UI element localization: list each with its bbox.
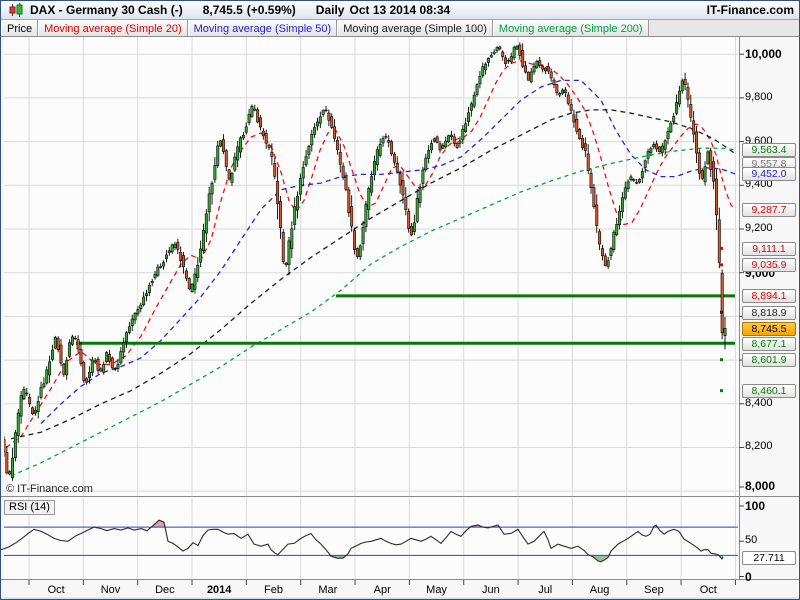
current-price-badge: 8,745.5: [742, 321, 796, 336]
time-axis-label: 2014: [206, 584, 232, 596]
rsi-axis-label: 0: [745, 569, 752, 584]
main-plot-bg: [4, 37, 738, 496]
price-level-badge: 9,287.7: [742, 203, 796, 218]
legend-item-price[interactable]: Price: [1, 20, 39, 36]
price-level-badge: 8,818.9: [742, 305, 796, 320]
time-axis-label: Oct: [699, 584, 717, 596]
time-axis-label: Jun: [482, 584, 500, 596]
price-level-badge: 8,894.1: [742, 289, 796, 304]
price-axis-label: 10,000: [745, 47, 782, 62]
price-level-badge: 8,677.1: [742, 336, 796, 351]
time-axis-label: Oct: [47, 584, 65, 596]
price-level-badge: 9,035.9: [742, 258, 796, 273]
price-axis-label: 9,400: [745, 178, 773, 191]
copyright-text: © IT-Finance.com: [6, 483, 93, 495]
brand-logo[interactable]: IT-Finance.com: [706, 3, 794, 17]
price-axis-label: 8,200: [745, 440, 773, 453]
price-level-badge: 9,111.1: [742, 241, 796, 256]
rsi-axis-label: 50: [745, 534, 758, 547]
ma-line-sma200: [10, 147, 736, 477]
datetime-label: Oct 13 2014 08:34: [349, 3, 451, 17]
rsi-layer: [1, 519, 738, 563]
moving-averages: [5, 60, 736, 477]
support-lines: [76, 294, 735, 345]
price-level-badge: 9,563.4: [742, 143, 796, 158]
time-axis-label: Sep: [644, 584, 664, 596]
rsi-line: [1, 519, 724, 563]
ma-line-sma100: [10, 109, 736, 440]
ma-line-sma20: [5, 60, 736, 449]
price-axis-label: 9,800: [745, 90, 773, 103]
legend-item-sma50[interactable]: Moving average (Simple 50): [187, 20, 338, 36]
last-price: 8,745.5: [202, 3, 243, 17]
rsi-axis-label: 100: [745, 499, 766, 513]
time-axis-label: Jul: [538, 584, 553, 596]
panel-borders: [1, 36, 799, 580]
time-axis-label: Nov: [100, 584, 121, 596]
legend-item-sma100[interactable]: Moving average (Simple 100): [337, 20, 493, 36]
time-axis-label: Dec: [155, 584, 175, 596]
axis-ticks: [28, 53, 744, 585]
timeframe-label[interactable]: Daily: [315, 3, 345, 17]
price-level-badge: 8,460.1: [742, 384, 796, 399]
price-axis-label: 8,400: [745, 396, 773, 409]
time-axis-label: Apr: [373, 584, 391, 596]
price-level-badge: 8,601.9: [742, 353, 796, 368]
candlestick-icon: [9, 3, 23, 17]
price-axis-label: 8,000: [745, 479, 776, 493]
price-level-badge: 9,452.0: [742, 167, 796, 182]
rsi-indicator-label[interactable]: RSI (14): [4, 500, 55, 515]
time-axis-label: May: [426, 584, 447, 596]
title-bar: DAX - Germany 30 Cash (-) 8,745.5 (+0.59…: [1, 1, 799, 20]
rsi-value-badge: 27.711: [742, 551, 796, 565]
legend-item-sma200[interactable]: Moving average (Simple 200): [492, 20, 649, 36]
level-dots: [720, 246, 723, 393]
time-axis-label: Mar: [318, 584, 338, 596]
time-axis-label: Aug: [589, 584, 610, 596]
legend-bar: Price Moving average (Simple 20) Moving av…: [1, 20, 799, 37]
time-axis-label: Feb: [264, 584, 283, 596]
price-change: (+0.59%): [246, 3, 296, 17]
legend-item-sma20[interactable]: Moving average (Simple 20): [38, 20, 188, 36]
candles-layer: [4, 42, 727, 481]
instrument-title: DAX - Germany 30 Cash (-): [30, 3, 183, 17]
rsi-plot-bg: [4, 498, 738, 579]
price-axis-label: 9,200: [745, 222, 773, 234]
window-bottom-edge: [1, 597, 799, 599]
